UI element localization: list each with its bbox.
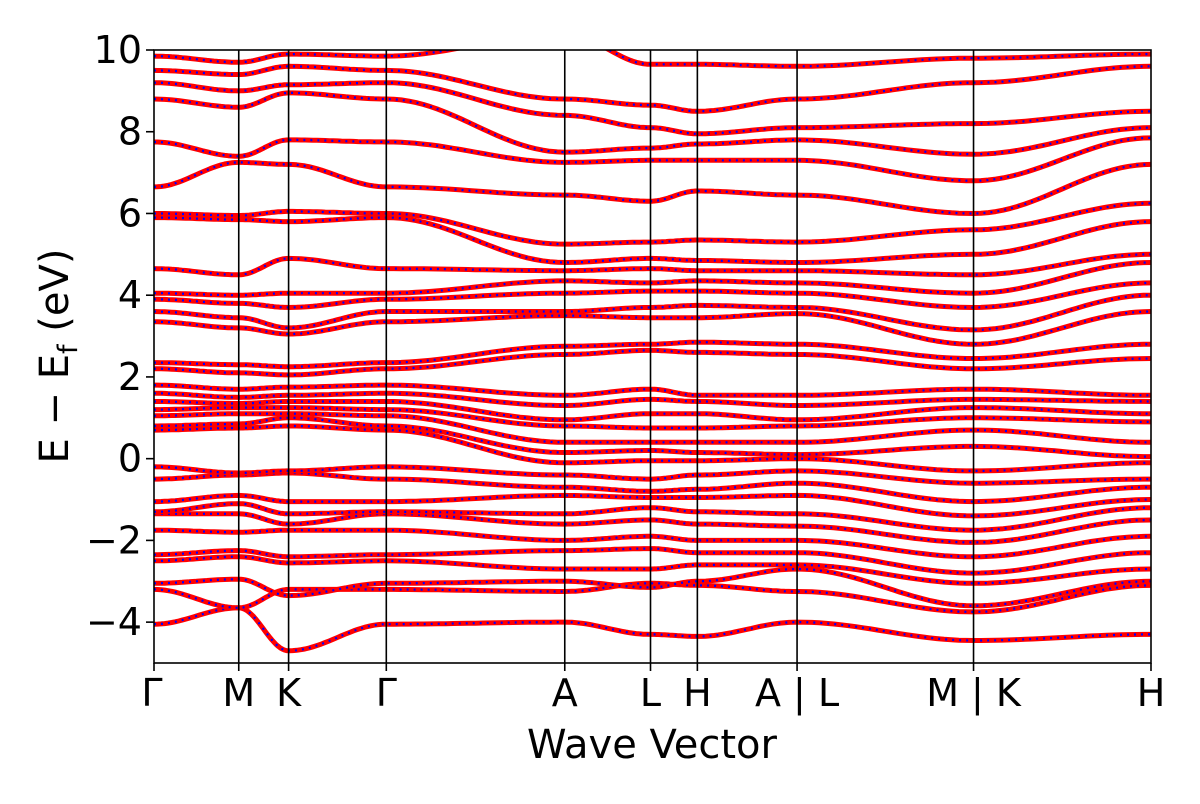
x-tick-label: A	[552, 671, 578, 715]
y-axis-label-unit: (eV)	[32, 249, 78, 345]
band-line-red	[154, 580, 1151, 615]
band-line-red	[154, 390, 1151, 408]
x-tick-label: L	[640, 671, 661, 715]
band-line-red	[154, 605, 1151, 654]
band-7	[154, 511, 1151, 545]
band-4	[154, 554, 1151, 586]
band-28	[154, 159, 1151, 216]
band-line-red	[154, 63, 1151, 114]
y-tick-label: 4	[118, 273, 142, 317]
band-20	[154, 339, 1151, 370]
band-line-red	[154, 464, 1151, 486]
band-line-red	[154, 554, 1151, 586]
band-16	[154, 399, 1151, 423]
band-line-red	[154, 260, 1151, 298]
band-18	[154, 382, 1151, 398]
band-line-blue-dotted	[154, 424, 1151, 472]
band-line-blue-dotted	[154, 416, 1151, 458]
y-tick-label: 8	[118, 110, 142, 154]
band-14	[154, 411, 1151, 445]
band-line-red	[154, 339, 1151, 370]
x-tick-label: H	[683, 671, 712, 715]
band-21	[154, 309, 1151, 347]
band-line-red	[154, 405, 1151, 431]
band-line-red	[154, 215, 1151, 265]
band-9	[154, 492, 1151, 519]
x-tick-label: Γ	[141, 671, 162, 715]
band-line-red	[154, 415, 1151, 460]
band-5	[154, 546, 1151, 576]
band-27	[154, 200, 1151, 247]
y-axis-ticks: −4 −2 0 2 4 6 8 10	[86, 28, 154, 644]
band-24	[154, 260, 1151, 298]
band-line-blue-dotted	[154, 502, 1151, 532]
band-32	[154, 63, 1151, 114]
kpoint-dividers	[237, 50, 975, 663]
y-axis-label-main: E − E	[32, 354, 78, 464]
y-axis-label-subscript: f	[53, 343, 84, 354]
band-line-blue-dotted	[154, 310, 1151, 346]
band-30	[154, 90, 1151, 157]
x-tick-label: M	[222, 671, 255, 715]
band-line-blue-dotted	[154, 294, 1151, 332]
band-25	[154, 251, 1151, 278]
band-26	[154, 215, 1151, 265]
band-line-red	[154, 527, 1151, 560]
y-tick-label: −2	[86, 518, 142, 562]
band-line-red	[154, 382, 1151, 398]
band-line-blue-dotted	[154, 136, 1151, 182]
band-15	[154, 405, 1151, 431]
band-line-blue-dotted	[154, 606, 1151, 652]
x-tick-label: A | L	[755, 671, 839, 716]
y-tick-label: 2	[118, 355, 142, 399]
band-line-red	[154, 566, 1151, 609]
x-tick-label: M | K	[926, 671, 1022, 716]
band-line-blue-dotted	[154, 202, 1151, 246]
plot-frame	[153, 49, 1152, 664]
band-line-red	[154, 50, 1151, 69]
band-23	[154, 280, 1151, 310]
y-tick-label: −4	[86, 600, 142, 644]
band-29	[154, 135, 1151, 184]
x-tick-label: H	[1137, 671, 1166, 715]
band-line-red	[154, 90, 1151, 157]
band-2	[154, 580, 1151, 615]
band-8	[154, 501, 1151, 533]
band-line-blue-dotted	[154, 161, 1151, 215]
band-line-red	[154, 280, 1151, 310]
band-line-blue-dotted	[154, 253, 1151, 276]
band-1	[154, 605, 1151, 654]
y-tick-label: 10	[94, 28, 142, 72]
x-axis-label: Wave Vector	[527, 722, 778, 768]
band-19	[154, 347, 1151, 378]
band-line-blue-dotted	[154, 512, 1151, 544]
band-11	[154, 464, 1151, 486]
y-tick-label: 0	[118, 437, 142, 481]
band-line-red	[154, 492, 1151, 519]
band-line-red	[154, 159, 1151, 216]
x-tick-label: K	[276, 671, 302, 715]
band-13	[154, 415, 1151, 460]
band-6	[154, 527, 1151, 560]
band-12	[154, 423, 1151, 474]
band-line-red	[154, 347, 1151, 378]
band-line-blue-dotted	[154, 349, 1151, 376]
y-axis-label: E − Ef (eV)	[32, 249, 84, 464]
x-tick-label: Γ	[376, 671, 397, 715]
band-line-red	[154, 399, 1151, 423]
band-line-red	[154, 292, 1151, 333]
band-22	[154, 292, 1151, 333]
band-31	[154, 80, 1151, 137]
bands-layer	[154, 50, 1151, 654]
band-line-red	[154, 80, 1151, 137]
band-17	[154, 390, 1151, 408]
band-line-red	[154, 546, 1151, 576]
y-tick-label: 6	[118, 191, 142, 235]
band-3	[154, 566, 1151, 609]
band-line-blue-dotted	[154, 412, 1151, 444]
band-33	[154, 50, 1151, 69]
